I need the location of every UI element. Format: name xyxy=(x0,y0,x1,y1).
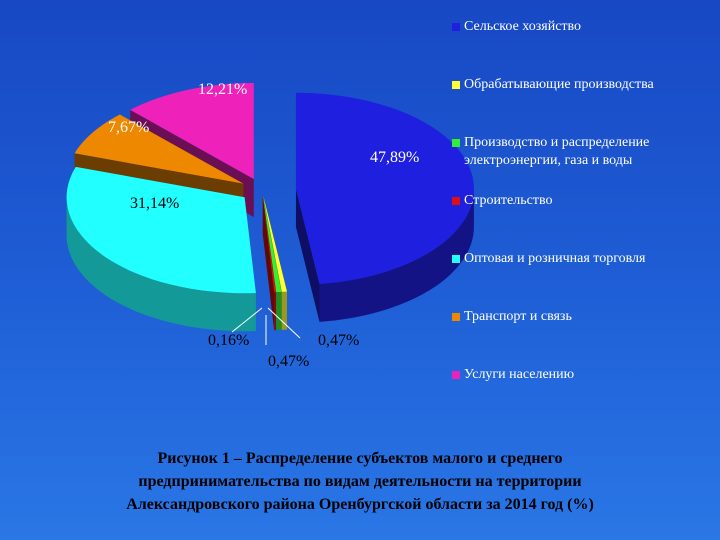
legend-item: Строительство xyxy=(452,192,714,210)
data-label: 31,14% xyxy=(130,195,179,212)
legend-label: Строительство xyxy=(464,193,553,208)
pie-slice-top xyxy=(295,92,474,284)
leader-line xyxy=(267,307,301,339)
leader-line xyxy=(231,307,263,333)
data-label: 0,16% xyxy=(208,332,249,349)
pie-slice-wall xyxy=(295,188,320,322)
pie-slice-rim xyxy=(274,292,276,331)
legend-item: Сельское хозяйство xyxy=(452,18,714,36)
legend-item: Производство и распределение электроэнер… xyxy=(452,134,714,170)
legend-label: Транспорт и связь xyxy=(464,309,572,324)
legend-label: Услуги населению xyxy=(464,367,575,382)
pie-slice-top xyxy=(130,82,254,179)
pie-slice-rim xyxy=(66,197,256,332)
pie-slice-top xyxy=(66,166,256,294)
pie-slice xyxy=(295,92,474,322)
legend-item: Услуги населению xyxy=(452,366,714,384)
data-label: 12,21% xyxy=(198,81,247,98)
pie-slice xyxy=(66,166,256,332)
data-label: 0,47% xyxy=(318,332,359,349)
pie-slice-top xyxy=(262,196,276,293)
legend-swatch xyxy=(452,313,460,321)
pie-slice-rim xyxy=(319,188,474,322)
legend-item: Оптовая и розничная торговля xyxy=(452,250,714,268)
legend-label: Сельское хозяйство xyxy=(464,19,582,34)
data-label: 47,89% xyxy=(370,149,419,166)
data-label: 0,47% xyxy=(268,353,309,370)
legend-swatch xyxy=(452,371,460,379)
pie-slice xyxy=(262,196,276,331)
pie-slice-top xyxy=(74,114,244,184)
legend-swatch xyxy=(452,197,460,205)
legend-label: Обрабатывающие производства xyxy=(464,77,654,92)
legend-item: Обрабатывающие производства xyxy=(452,76,714,94)
legend-swatch xyxy=(452,81,460,89)
pie-slice-rim xyxy=(281,291,287,330)
pie-slice-wall xyxy=(262,196,275,331)
data-label: 7,67% xyxy=(108,119,149,136)
legend-item: Транспорт и связь xyxy=(452,308,714,326)
pie-slice-rim xyxy=(276,291,282,331)
legend-swatch xyxy=(452,255,460,263)
pie-slice-top xyxy=(263,196,287,292)
legend-label: Оптовая и розничная торговля xyxy=(464,251,646,266)
figure-caption: Рисунок 1 – Распределение субъектов мало… xyxy=(126,450,594,513)
legend-swatch xyxy=(452,23,460,31)
legend-swatch xyxy=(452,139,460,147)
pie-slice-top xyxy=(263,196,282,293)
legend-label: Производство и распределение электроэнер… xyxy=(464,135,650,168)
